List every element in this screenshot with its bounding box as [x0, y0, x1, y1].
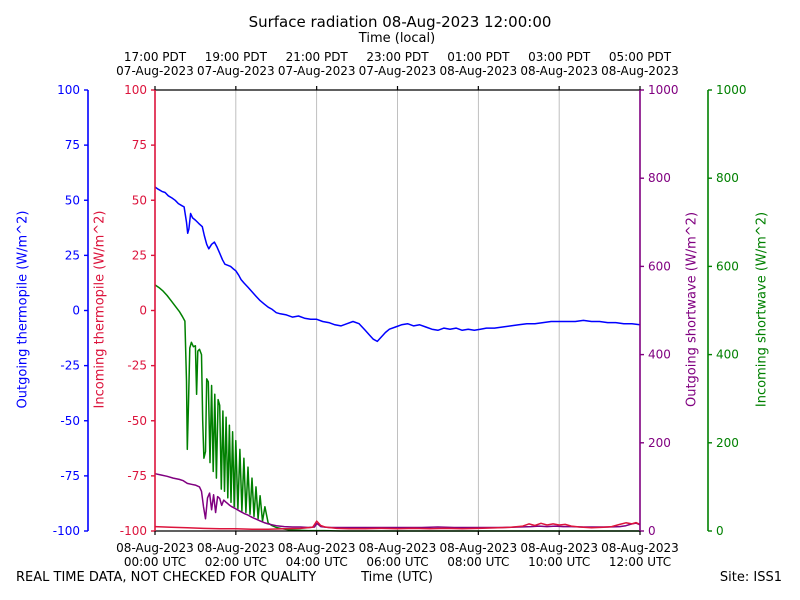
svg-text:23:00 PDT: 23:00 PDT	[366, 50, 429, 64]
svg-text:08-Aug-2023: 08-Aug-2023	[197, 541, 275, 555]
svg-text:25: 25	[132, 248, 147, 262]
svg-text:17:00 PDT: 17:00 PDT	[124, 50, 187, 64]
svg-text:00:00 UTC: 00:00 UTC	[124, 555, 186, 569]
svg-text:05:00 PDT: 05:00 PDT	[609, 50, 672, 64]
svg-text:06:00 UTC: 06:00 UTC	[366, 555, 428, 569]
svg-text:10:00 UTC: 10:00 UTC	[528, 555, 590, 569]
svg-text:0: 0	[72, 304, 80, 318]
svg-text:-50: -50	[60, 414, 80, 428]
series-incoming_thermopile	[154, 520, 641, 530]
svg-text:04:00 UTC: 04:00 UTC	[286, 555, 348, 569]
svg-text:100: 100	[124, 83, 147, 97]
svg-text:75: 75	[65, 138, 80, 152]
svg-text:07-Aug-2023: 07-Aug-2023	[197, 64, 275, 78]
outgoing-thermopile-axis-label: Outgoing thermopile (W/m^2)	[15, 210, 31, 409]
svg-text:19:00 PDT: 19:00 PDT	[205, 50, 268, 64]
outgoing-shortwave-axis-label: Outgoing shortwave (W/m^2)	[684, 211, 700, 408]
svg-text:03:00 PDT: 03:00 PDT	[528, 50, 591, 64]
svg-text:100: 100	[57, 83, 80, 97]
svg-text:400: 400	[648, 348, 671, 362]
y-axis-incoming_shortwave: 0 200 400 600 800 1000	[707, 83, 747, 538]
svg-text:-50: -50	[127, 414, 147, 428]
series-outgoing_thermopile	[154, 186, 641, 343]
svg-text:12:00 UTC: 12:00 UTC	[609, 555, 671, 569]
svg-text:0: 0	[648, 524, 656, 538]
svg-text:0: 0	[139, 304, 147, 318]
svg-text:50: 50	[65, 193, 80, 207]
series-outgoing_shortwave	[154, 472, 641, 529]
quality-disclaimer: REAL TIME DATA, NOT CHECKED FOR QUALITY	[16, 570, 317, 585]
svg-text:08-Aug-2023: 08-Aug-2023	[116, 541, 194, 555]
y-axis-outgoing_shortwave: 0 200 400 600 800 1000	[639, 83, 679, 538]
svg-text:08:00 UTC: 08:00 UTC	[447, 555, 509, 569]
svg-text:0: 0	[716, 524, 724, 538]
svg-text:07-Aug-2023: 07-Aug-2023	[278, 64, 356, 78]
svg-text:08-Aug-2023: 08-Aug-2023	[440, 541, 518, 555]
svg-text:1000: 1000	[716, 83, 747, 97]
svg-text:-100: -100	[53, 524, 80, 538]
svg-text:200: 200	[648, 436, 671, 450]
svg-text:600: 600	[648, 259, 671, 273]
svg-text:200: 200	[716, 436, 739, 450]
y-axis-outgoing_thermopile: -100 -75 -50 -25 0 25 50 75 100	[53, 83, 89, 538]
svg-text:08-Aug-2023: 08-Aug-2023	[601, 541, 679, 555]
svg-text:21:00 PDT: 21:00 PDT	[286, 50, 349, 64]
svg-text:08-Aug-2023: 08-Aug-2023	[359, 541, 437, 555]
incoming-thermopile-axis-label: Incoming thermopile (W/m^2)	[92, 210, 108, 409]
svg-text:-75: -75	[60, 469, 80, 483]
svg-text:08-Aug-2023: 08-Aug-2023	[601, 64, 679, 78]
svg-text:25: 25	[65, 248, 80, 262]
bottom-axis-label: Time (UTC)	[361, 570, 433, 585]
svg-text:08-Aug-2023: 08-Aug-2023	[278, 541, 356, 555]
site-label: Site: ISS1	[719, 570, 782, 585]
svg-text:-100: -100	[120, 524, 147, 538]
svg-text:400: 400	[716, 348, 739, 362]
svg-text:08-Aug-2023: 08-Aug-2023	[440, 64, 518, 78]
svg-text:08-Aug-2023: 08-Aug-2023	[520, 64, 598, 78]
y-axis-incoming_thermopile: -100 -75 -50 -25 0 25 50 75 100	[120, 83, 156, 538]
svg-text:50: 50	[132, 193, 147, 207]
page-title: Surface radiation 08-Aug-2023 12:00:00	[248, 13, 552, 31]
svg-text:600: 600	[716, 259, 739, 273]
svg-text:800: 800	[648, 171, 671, 185]
svg-text:-25: -25	[127, 359, 147, 373]
svg-text:01:00 PDT: 01:00 PDT	[447, 50, 510, 64]
svg-text:-75: -75	[127, 469, 147, 483]
incoming-shortwave-axis-label: Incoming shortwave (W/m^2)	[754, 211, 770, 408]
top-axis-label: Time (local)	[358, 31, 436, 46]
svg-text:02:00 UTC: 02:00 UTC	[205, 555, 267, 569]
svg-text:-25: -25	[60, 359, 80, 373]
svg-text:08-Aug-2023: 08-Aug-2023	[520, 541, 598, 555]
svg-text:800: 800	[716, 171, 739, 185]
svg-text:07-Aug-2023: 07-Aug-2023	[359, 64, 437, 78]
svg-text:07-Aug-2023: 07-Aug-2023	[116, 64, 194, 78]
svg-text:75: 75	[132, 138, 147, 152]
svg-text:1000: 1000	[648, 83, 679, 97]
